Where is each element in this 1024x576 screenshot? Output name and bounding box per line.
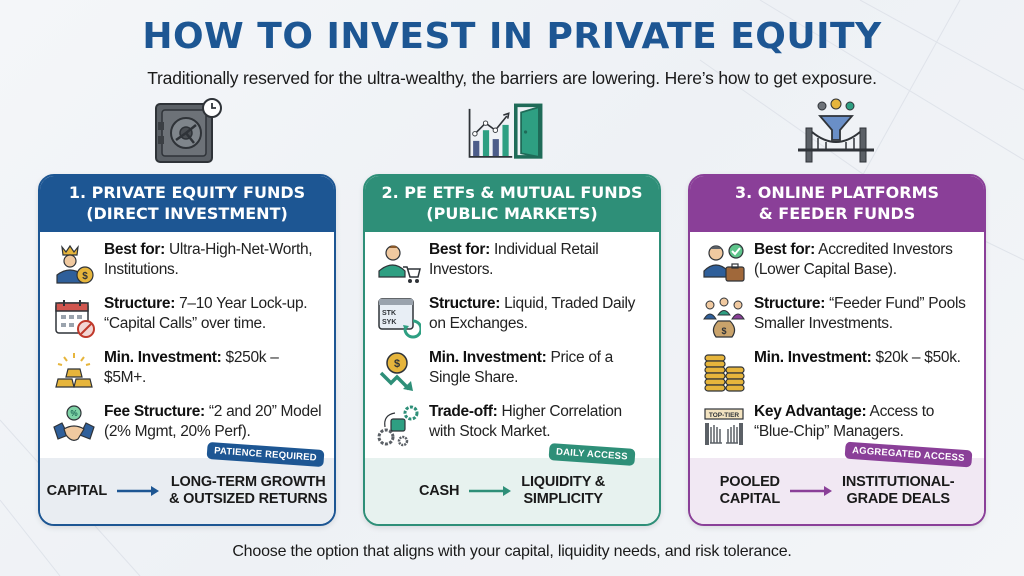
svg-text:$: $ xyxy=(394,358,400,370)
card-title-line1: 2. PE ETFs & MUTUAL FUNDS xyxy=(381,183,643,202)
item-text: Ultra-High-Net-Worth, Institutions. xyxy=(104,241,313,278)
vault-clock-icon xyxy=(155,98,222,163)
retail-investor-cart-icon xyxy=(378,245,421,283)
flow-from: CAPITAL xyxy=(46,482,108,499)
svg-text:%: % xyxy=(70,409,77,418)
card-online-platforms-feeder-funds: 3. ONLINE PLATFORMS & FEEDER FUNDS Best … xyxy=(688,174,986,526)
list-item: $ Structure: “Feeder Fund” Pools Smaller… xyxy=(702,294,974,348)
flow-from: POOLED CAPITAL xyxy=(719,474,781,508)
arrow-right-icon xyxy=(469,486,512,496)
item-label: Key Advantage: xyxy=(754,403,867,420)
card-header: 1. PRIVATE EQUITY FUNDS (DIRECT INVESTME… xyxy=(40,176,334,232)
card-body: Best for: Accredited Investors (Lower Ca… xyxy=(690,232,984,460)
svg-text:TOP-TIER: TOP-TIER xyxy=(709,412,740,419)
list-item: $ Best for: Ultra-High-Net-Worth, Instit… xyxy=(52,240,324,294)
list-item: TOP-TIER Key Advantage: Access to “Blue-… xyxy=(702,402,974,456)
accredited-investor-icon xyxy=(703,243,745,282)
item-label: Best for: xyxy=(429,241,491,258)
item-text: Individual Retail Investors. xyxy=(429,241,599,278)
card-private-equity-funds: 1. PRIVATE EQUITY FUNDS (DIRECT INVESTME… xyxy=(38,174,336,526)
arrow-right-icon xyxy=(789,486,832,496)
flow-to-line2: GRADE DEALS xyxy=(846,491,951,507)
flow-to-line1: LIQUIDITY & xyxy=(521,474,606,490)
card-title-line1: 3. ONLINE PLATFORMS xyxy=(734,183,940,202)
flow-from: CASH xyxy=(418,482,460,499)
item-text: Higher Correlation with Stock Market. xyxy=(429,403,622,440)
list-item: Min. Investment: $20k – $50k. xyxy=(702,348,974,402)
page-title: HOW TO INVEST IN PRIVATE EQUITY xyxy=(142,16,882,57)
svg-text:$: $ xyxy=(721,326,726,336)
item-text: Access to “Blue-Chip” Managers. xyxy=(754,403,935,440)
item-label: Structure: xyxy=(429,295,501,312)
flow-to-line2: & OUTSIZED RETURNS xyxy=(169,491,328,507)
item-text: Liquid, Traded Daily on Exchanges. xyxy=(429,295,636,332)
item-label: Structure: xyxy=(104,295,176,312)
svg-text:$: $ xyxy=(82,271,88,282)
card-flow-summary: DAILY ACCESS CASH LIQUIDITY & SIMPLICITY xyxy=(365,443,659,524)
item-label: Trade-off: xyxy=(429,403,498,420)
flow-to-line1: INSTITUTIONAL- xyxy=(841,474,955,490)
item-label: Best for: xyxy=(754,241,816,258)
arrow-right-icon xyxy=(117,486,160,496)
flow-to: LONG-TERM GROWTH & OUTSIZED RETURNS xyxy=(169,474,328,508)
item-label: Structure: xyxy=(754,295,826,312)
top-tier-gate-icon: TOP-TIER xyxy=(704,408,744,445)
card-title-line1: 1. PRIVATE EQUITY FUNDS xyxy=(68,183,306,202)
list-item: $ Min. Investment: Price of a Single Sha… xyxy=(377,348,649,402)
coin-down-arrow-icon: $ xyxy=(379,352,413,391)
item-label: Min. Investment: xyxy=(104,349,222,366)
flow-to: INSTITUTIONAL- GRADE DEALS xyxy=(841,474,955,508)
flow-from-line2: CAPITAL xyxy=(719,491,781,507)
chart-door-icon xyxy=(468,103,543,159)
pooled-money-bag-icon: $ xyxy=(703,297,745,338)
flow-to-line1: LONG-TERM GROWTH xyxy=(170,474,326,490)
card-pe-etfs-mutual-funds: 2. PE ETFs & MUTUAL FUNDS (PUBLIC MARKET… xyxy=(363,174,661,526)
flow-from-line1: POOLED xyxy=(719,474,780,490)
list-item: Trade-off: Higher Correlation with Stock… xyxy=(377,402,649,456)
card-header: 2. PE ETFs & MUTUAL FUNDS (PUBLIC MARKET… xyxy=(365,176,659,232)
item-text: “Feeder Fund” Pools Smaller Investments. xyxy=(754,295,966,332)
card-flow-summary: PATIENCE REQUIRED CAPITAL LONG-TERM GROW… xyxy=(40,441,334,524)
list-item: % Fee Structure: “2 and 20” Model (2% Mg… xyxy=(52,402,324,456)
card-flow-summary: AGGREGATED ACCESS POOLED CAPITAL INSTITU… xyxy=(690,441,984,524)
card-body: $ Best for: Ultra-High-Net-Worth, Instit… xyxy=(40,232,334,460)
crowned-investor-icon: $ xyxy=(56,244,94,284)
coin-stacks-icon xyxy=(704,354,745,392)
svg-text:SYK: SYK xyxy=(382,319,396,326)
item-text: $250k – $5M+. xyxy=(104,349,279,386)
card-title-line2: (PUBLIC MARKETS) xyxy=(426,204,598,223)
list-item: STK SYK Structure: Liquid, Traded Daily … xyxy=(377,294,649,348)
list-item: Structure: 7–10 Year Lock-up. “Capital C… xyxy=(52,294,324,348)
stock-ticker-icon: STK SYK xyxy=(378,298,421,339)
gold-bars-icon xyxy=(55,353,93,388)
page-subtitle: Traditionally reserved for the ultra-wea… xyxy=(147,68,877,88)
card-title-line2: & FEEDER FUNDS xyxy=(758,204,916,223)
flow-to: LIQUIDITY & SIMPLICITY xyxy=(521,474,605,508)
footer-note: Choose the option that aligns with your … xyxy=(232,543,792,560)
item-text: “2 and 20” Model (2% Mgmt, 20% Perf). xyxy=(104,403,322,440)
list-item: Best for: Individual Retail Investors. xyxy=(377,240,649,294)
item-label: Min. Investment: xyxy=(429,349,547,366)
gears-chart-icon xyxy=(377,405,419,447)
card-body: Best for: Individual Retail Investors. S… xyxy=(365,232,659,460)
item-label: Best for: xyxy=(104,241,166,258)
svg-text:STK: STK xyxy=(382,310,396,317)
card-title-line2: (DIRECT INVESTMENT) xyxy=(86,204,288,223)
item-text: 7–10 Year Lock-up. “Capital Calls” over … xyxy=(104,295,308,332)
list-item: Min. Investment: $250k – $5M+. xyxy=(52,348,324,402)
card-header: 3. ONLINE PLATFORMS & FEEDER FUNDS xyxy=(690,176,984,232)
flow-to-line2: SIMPLICITY xyxy=(523,491,603,507)
funnel-bridge-icon xyxy=(798,98,874,163)
item-text: Accredited Investors (Lower Capital Base… xyxy=(754,241,953,278)
item-text: $20k – $50k. xyxy=(871,349,961,366)
handshake-percent-icon: % xyxy=(53,405,95,441)
item-label: Fee Structure: xyxy=(104,403,205,420)
list-item: Best for: Accredited Investors (Lower Ca… xyxy=(702,240,974,294)
item-label: Min. Investment: xyxy=(754,349,872,366)
item-text: Price of a Single Share. xyxy=(429,349,613,386)
calendar-blocked-icon xyxy=(55,300,95,338)
